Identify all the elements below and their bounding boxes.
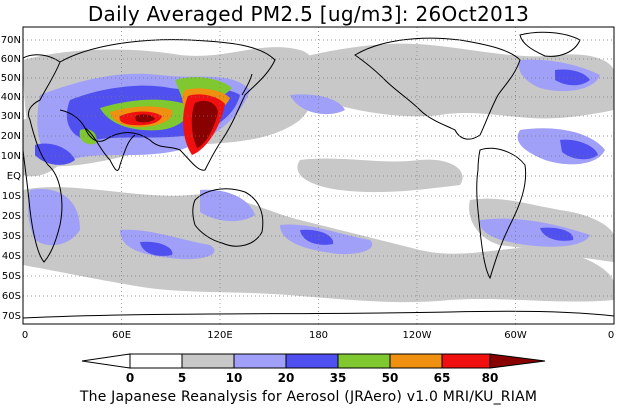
lon-label: 0 [608,330,614,341]
lat-label: 70S [2,311,21,322]
colorbar-segment [489,353,546,369]
map-frame [22,26,615,325]
colorbar-segment [181,353,235,369]
lat-label: 20S [2,211,21,222]
colorbar-tick-label: 65 [434,371,451,385]
longitude-axis: 0 60E 120E 180 120W 60W 0 [22,330,614,341]
lat-label: 10N [1,151,21,162]
credit-line: The Japanese Reanalysis for Aerosol (JRA… [79,389,538,405]
colorbar-tick-label: 10 [226,371,243,385]
map-title: Daily Averaged PM2.5 [ug/m3]: 26Oct2013 [87,2,530,26]
lat-label: 30N [1,111,21,122]
latitude-axis: 70N 60N 50N 40N 30N 20N 10N EQ 10S 20S 3… [1,35,21,322]
colorbar-tick-label: 0 [126,371,134,385]
lat-label: 20N [1,131,21,142]
lat-label: 50S [2,271,21,282]
lat-label: 10S [2,191,21,202]
colorbar-segment [233,353,287,369]
lat-label: 70N [1,35,21,46]
colorbar-tick-label: 50 [382,371,399,385]
colorbar-segment [285,353,339,369]
pm25-field [23,27,614,324]
colorbar-labels: 0 5 10 20 35 50 65 80 [126,371,499,385]
lon-label: 120W [403,330,432,341]
lat-label: 40N [1,92,21,103]
colorbar-segment [81,353,131,369]
lat-label: EQ [7,171,21,182]
colorbar-segment [129,353,183,369]
colorbar-tick-label: 80 [482,371,499,385]
coastlines [23,31,614,319]
lat-label: 60S [2,291,21,302]
lon-label: 180 [309,330,328,341]
lon-label: 60W [504,330,527,341]
lat-label: 40S [2,251,21,262]
colorbar-segment [441,353,491,369]
graticule [23,27,614,324]
lon-label: 120E [207,330,232,341]
colorbar-tick-label: 20 [278,371,295,385]
colorbar-tick-label: 35 [330,371,347,385]
colorbar-segment [337,353,391,369]
colorbar-tick-label: 5 [178,371,186,385]
lon-label: 0 [22,330,28,341]
colorbar-segment [389,353,443,369]
lat-label: 60N [1,54,21,65]
lat-label: 50N [1,73,21,84]
lat-label: 30S [2,231,21,242]
lon-label: 60E [112,330,131,341]
colorbar [81,353,546,369]
